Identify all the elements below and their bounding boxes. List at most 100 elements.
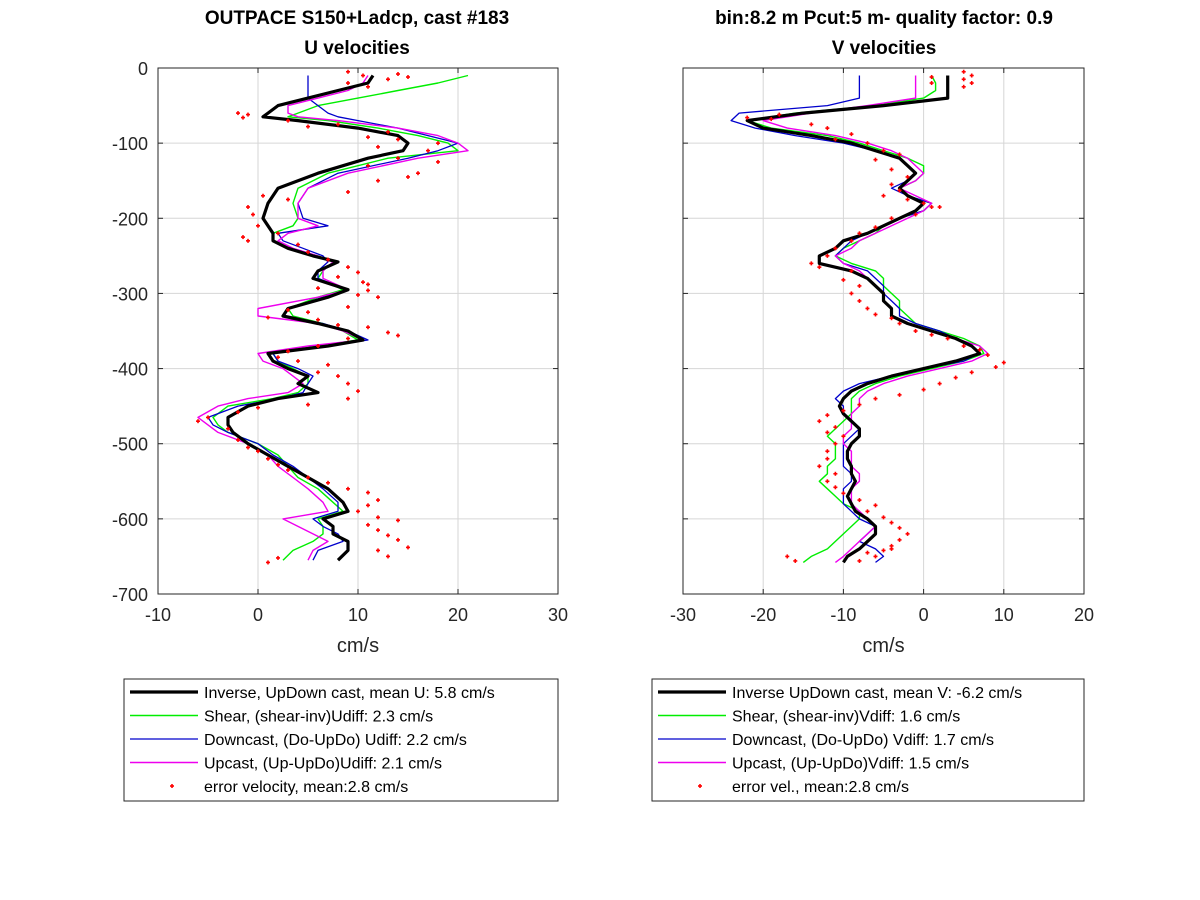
error-point [849,132,854,137]
error-point [316,344,320,349]
error-point [905,174,910,179]
error-point [793,558,798,563]
error-point [236,437,240,442]
legend-item-downcast: Downcast, (Do-UpDo) Vdiff: 1.7 cm/s [658,732,994,749]
error-point [376,548,380,553]
legend-label: Upcast, (Up-UpDo)Vdiff: 1.5 cm/s [732,756,969,773]
u-velocity-chart: -10 0 10 20 300-100-200-300-400-500-600-700c… [112,8,568,802]
legend-label: Shear, (shear-inv)Vdiff: 1.6 cm/s [732,709,960,726]
error-point [256,223,260,228]
legend: Inverse UpDown cast, mean V: -6.2 cm/s Sh… [651,678,1085,802]
error-point [406,75,410,80]
y-tick-label: -700 [112,585,148,605]
error-point [266,456,270,461]
error-point [857,498,862,503]
error-point [266,560,270,565]
error-point [929,81,934,86]
error-point [296,242,300,247]
error-point [897,537,902,542]
error-point [913,212,918,217]
error-point [841,491,846,496]
error-point [306,475,310,480]
error-point [196,419,200,424]
error-point [865,306,870,311]
legend-label: error velocity, mean:2.8 cm/s [204,779,408,796]
error-point [386,330,390,335]
error-point [993,365,998,370]
error-point [366,163,370,168]
error-point [897,525,902,530]
error-point [849,268,854,273]
chart-subtitle: V velocities [832,38,937,59]
error-point [953,375,958,380]
error-point [246,205,250,210]
error-point [873,503,878,508]
error-point [376,498,380,503]
error-point [226,426,230,431]
error-point [276,462,280,467]
error-point [316,286,320,291]
error-point [406,545,410,550]
error-point [376,515,380,520]
error-point [897,321,902,326]
error-point [326,257,330,262]
error-point [386,129,390,134]
error-point [929,332,934,337]
error-point [897,152,902,157]
x-axis-label: cm/s [337,635,379,657]
error-point [336,374,340,379]
error-point [356,292,360,297]
error-point [346,336,350,341]
shear-series-line [212,74,469,561]
legend-item-error: error vel., mean:2.8 cm/s [698,779,909,796]
error-point [376,528,380,533]
error-point [881,148,886,153]
axes-frame [682,67,1085,595]
error-point [969,73,974,78]
error-point [256,405,260,410]
error-point [356,509,360,514]
error-point [945,336,950,341]
error-point [261,193,265,198]
error-point [286,197,290,202]
error-point [833,441,838,446]
error-point [937,381,942,386]
error-point [817,464,822,469]
legend-label: Upcast, (Up-UpDo)Udiff: 2.1 cm/s [204,756,442,773]
error-point [873,312,878,317]
legend-item-inverse: Inverse UpDown cast, mean V: -6.2 cm/s [658,685,1022,702]
error-point [306,124,310,129]
error-point [873,396,878,401]
error-point [286,468,290,473]
error-point [865,550,870,555]
error-point [881,193,886,198]
error-point [376,295,380,300]
inverse-series-line [745,75,982,564]
plot-area [683,68,1084,594]
legend: Inverse, UpDown cast, mean U: 5.8 cm/s Sh… [123,678,559,802]
y-tick-label: -400 [112,360,148,380]
error-point [977,347,982,352]
error-point [306,250,310,255]
upcast-series-line [197,75,469,561]
legend-item-error: error velocity, mean:2.8 cm/s [170,779,408,796]
error-point [276,231,280,236]
error-point [366,288,370,293]
error-point [336,274,340,279]
error-point [841,277,846,282]
error-point [376,178,380,183]
error-point [881,515,886,520]
error-point [436,141,440,146]
error-point [833,137,838,142]
error-point [873,554,878,559]
x-tick-label: 30 [548,605,568,625]
error-point [825,126,830,131]
x-tick-label: -20 [750,605,776,625]
x-tick-label: 0 [253,605,263,625]
error-point [889,182,894,187]
error-point [849,291,854,296]
error-point [366,135,370,140]
error-point [366,282,370,287]
error-point [286,349,290,354]
error-point [361,73,365,78]
